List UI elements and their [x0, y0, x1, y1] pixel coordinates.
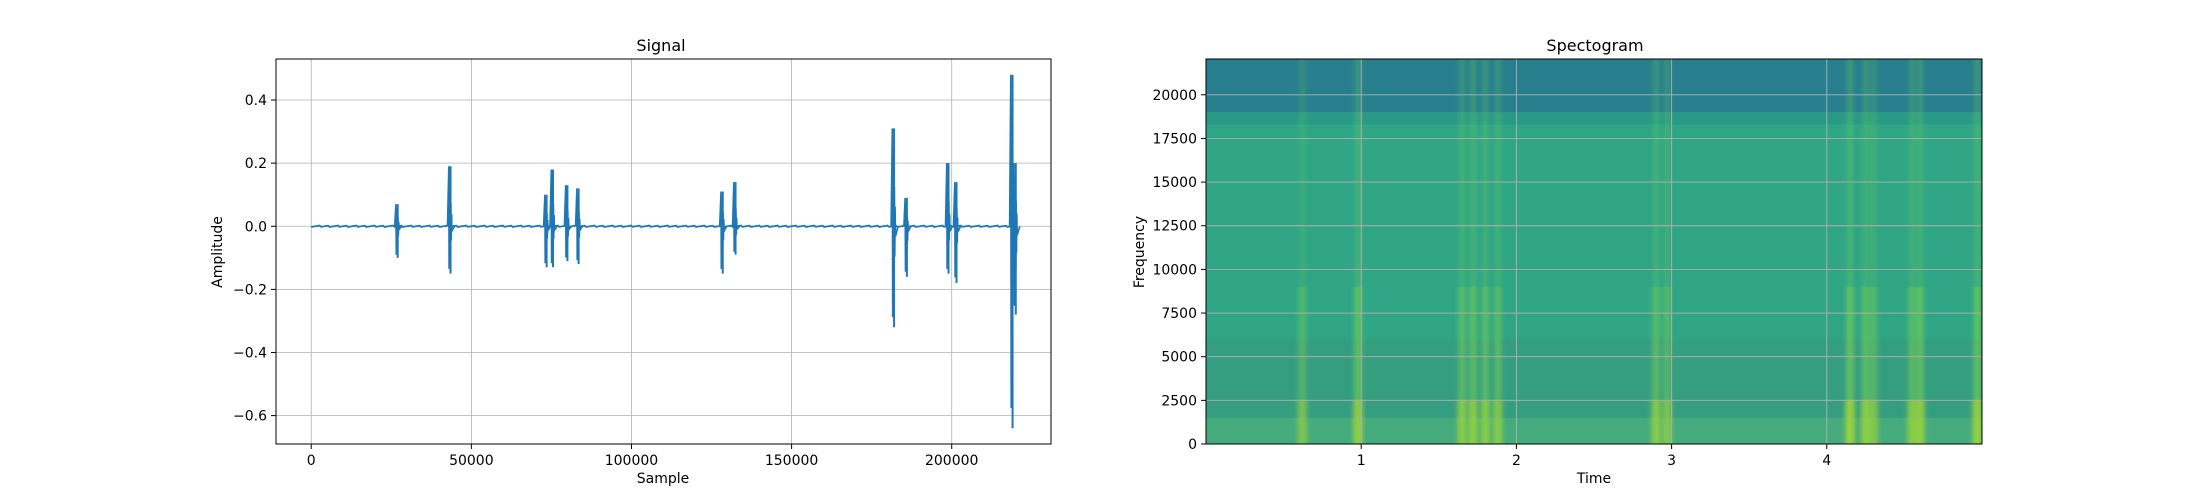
spectrogram-event-column: [1862, 59, 1869, 444]
spectrogram-event-low: [1662, 286, 1671, 444]
spectrogram-event-low: [1652, 286, 1661, 444]
spectrogram-event-base: [1297, 400, 1308, 444]
spectrogram-event-base: [1845, 400, 1856, 444]
spectrogram-x-tick-label: 4: [1822, 453, 1831, 469]
signal-y-tick-label: 0.0: [245, 219, 267, 235]
spectrogram-event-low: [1354, 286, 1363, 444]
spectrogram-event-column: [1909, 59, 1916, 444]
signal-x-ticks: 0 50000 100000 150000 200000: [307, 444, 978, 469]
spectrogram-event-base: [1907, 400, 1918, 444]
spectrogram-event: [1457, 59, 1468, 444]
spectrogram-image: [1206, 59, 1982, 444]
signal-x-tick-label: 200000: [925, 453, 978, 469]
spectrogram-event: [1353, 59, 1364, 444]
spectrogram-y-label: Frequency: [1132, 216, 1148, 288]
signal-x-tick-label: 0: [307, 453, 316, 469]
spectrogram-x-label: Time: [1576, 471, 1611, 487]
spectrogram-axes-frame: [1205, 58, 1983, 445]
spectrogram-y-tick-label: 7500: [1161, 306, 1197, 322]
spectrogram-event-base: [1457, 400, 1468, 444]
spectrogram-y-tick-label: 2500: [1161, 393, 1197, 409]
signal-axes-frame: [275, 58, 1052, 445]
spectrogram-x-tick-label: 3: [1667, 453, 1676, 469]
spectrogram-event-low: [1869, 286, 1878, 444]
spectrogram-event: [1492, 59, 1503, 444]
signal-panel: Signal 0 50000 100000 150000 200000 −0.6 −0.4…: [210, 36, 1052, 487]
spectrogram-event-base: [1860, 400, 1871, 444]
spectrogram-event-column: [1299, 59, 1306, 444]
spectrogram-event-column: [1916, 59, 1923, 444]
spectrogram-event: [1467, 59, 1478, 444]
spectrogram-event-base: [1467, 400, 1478, 444]
spectrogram-event-base: [1480, 400, 1491, 444]
spectrogram-event-low: [1973, 286, 1982, 444]
spectrogram-y-tick-label: 12500: [1152, 219, 1197, 235]
spectrogram-event-low: [1908, 286, 1917, 444]
spectrogram-y-tick-label: 17500: [1152, 131, 1197, 147]
spectrogram-title: Spectogram: [1546, 36, 1643, 55]
spectrogram-event-low: [1298, 286, 1307, 444]
spectrogram-event: [1860, 59, 1871, 444]
spectrogram-event-column: [1494, 59, 1501, 444]
signal-y-tick-label: −0.4: [233, 345, 267, 361]
spectrogram-event-low: [1915, 286, 1924, 444]
spectrogram-y-tick-label: 10000: [1152, 262, 1197, 278]
spectrogram-event: [1651, 59, 1662, 444]
signal-x-tick-label: 100000: [605, 453, 658, 469]
spectrogram-event-column: [1847, 59, 1854, 444]
spectrogram-event-base: [1492, 400, 1503, 444]
spectrogram-event-low: [1493, 286, 1502, 444]
spectrogram-event-column: [1482, 59, 1489, 444]
spectrogram-event-column: [1459, 59, 1466, 444]
spectrogram-event: [1661, 59, 1672, 444]
spectrogram-event-base: [1972, 400, 1982, 444]
spectrogram-x-ticks: 1 2 3 4: [1357, 444, 1831, 469]
spectrogram-y-tick-label: 20000: [1152, 88, 1197, 104]
spectrogram-event-low: [1468, 286, 1477, 444]
spectrogram-event-base: [1914, 400, 1925, 444]
signal-y-ticks: −0.6 −0.4 −0.2 0.0 0.2 0.4: [233, 93, 276, 425]
signal-y-tick-label: 0.4: [245, 93, 267, 109]
spectrogram-x-tick-label: 2: [1512, 453, 1521, 469]
signal-x-label: Sample: [637, 471, 690, 487]
spectrogram-event-column: [1653, 59, 1660, 444]
signal-plot-area: [311, 74, 1021, 429]
spectrogram-event: [1907, 59, 1918, 444]
signal-y-tick-label: 0.2: [245, 156, 267, 172]
spectrogram-event-low: [1846, 286, 1855, 444]
signal-x-tick-label: 50000: [449, 453, 494, 469]
spectrogram-event: [1972, 59, 1982, 444]
spectrogram-y-tick-label: 15000: [1152, 175, 1197, 191]
spectrogram-event-column: [1469, 59, 1476, 444]
spectrogram-event: [1297, 59, 1308, 444]
spectrogram-event-column: [1355, 59, 1362, 444]
spectrogram-event-low: [1458, 286, 1467, 444]
spectrogram-event-low: [1861, 286, 1870, 444]
spectrogram-event-column: [1870, 59, 1877, 444]
spectrogram-event-column: [1663, 59, 1670, 444]
spectrogram-event: [1845, 59, 1856, 444]
spectrogram-event-column: [1974, 59, 1981, 444]
signal-title: Signal: [636, 36, 685, 55]
spectrogram-event-base: [1651, 400, 1662, 444]
spectrogram-event: [1868, 59, 1879, 444]
signal-y-label: Amplitude: [210, 216, 226, 288]
spectrogram-transition-band: [1206, 112, 1982, 125]
signal-y-tick-label: −0.6: [233, 409, 267, 425]
signal-y-tick-label: −0.2: [233, 282, 267, 298]
spectrogram-event-low: [1481, 286, 1490, 444]
spectrogram-y-tick-label: 5000: [1161, 350, 1197, 366]
signal-x-tick-label: 150000: [765, 453, 818, 469]
spectrogram-y-tick-label: 0: [1188, 437, 1197, 453]
spectrogram-x-tick-label: 1: [1357, 453, 1366, 469]
spectrogram-event-base: [1661, 400, 1672, 444]
spectrogram-event: [1480, 59, 1491, 444]
spectrogram-event: [1914, 59, 1925, 444]
spectrogram-y-ticks: 0 2500 5000 7500 10000 12500 15000 17500 20000: [1152, 88, 1206, 453]
spectrogram-panel: Spectogram 1 2 3 4 0 2500 5000 7500 10000 12500 1…: [1132, 36, 1983, 487]
spectrogram-event-base: [1353, 400, 1364, 444]
spectrogram-event-base: [1868, 400, 1879, 444]
